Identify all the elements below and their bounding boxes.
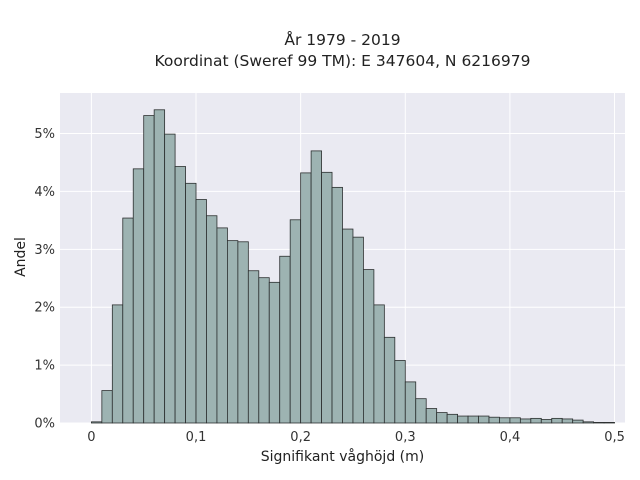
histogram-bar <box>363 269 375 424</box>
histogram-bar <box>373 304 385 424</box>
histogram-bar <box>530 417 542 424</box>
histogram-bar <box>122 217 134 424</box>
histogram-bar <box>111 304 124 424</box>
histogram-bar <box>237 241 249 424</box>
histogram-bar <box>540 419 553 424</box>
histogram-bar <box>509 417 521 424</box>
histogram-bar <box>478 415 490 424</box>
x-tick-label: 0,4 <box>500 430 521 445</box>
x-tick-label: 0,5 <box>604 430 625 445</box>
y-tick-label: 2% <box>34 301 55 316</box>
histogram-bar <box>258 277 270 424</box>
histogram-bar <box>227 240 239 424</box>
histogram-bar <box>446 413 458 424</box>
histogram-bar <box>321 171 333 424</box>
histogram-bar <box>153 109 166 424</box>
histogram-bar <box>404 381 417 424</box>
histogram-bar <box>247 270 260 424</box>
histogram-bar <box>582 421 595 424</box>
histogram-bar <box>436 412 448 424</box>
x-axis-label: Signifikant våghöjd (m) <box>261 448 424 465</box>
x-tick-label: 0,2 <box>290 430 311 445</box>
histogram-bar <box>593 422 605 424</box>
chart-subtitle: Koordinat (Sweref 99 TM): E 347604, N 62… <box>155 52 531 70</box>
histogram-bar <box>467 415 479 424</box>
histogram-bar <box>603 422 615 424</box>
histogram-bar <box>425 408 438 424</box>
histogram-bar <box>101 390 113 424</box>
y-axis-ticks: 0% 1% 2% 3% 4% 5% <box>34 127 55 431</box>
histogram-bar <box>268 281 281 424</box>
histogram-bar <box>415 398 427 424</box>
histogram-bar <box>572 419 584 424</box>
histogram-bar <box>132 168 145 424</box>
histogram-bar <box>499 417 511 424</box>
histogram-bar <box>300 172 312 424</box>
histogram-bar <box>561 418 574 424</box>
histogram-bar <box>206 215 218 424</box>
x-axis-ticks: 0 0,1 0,2 0,3 0,4 0,5 <box>87 430 625 445</box>
bars <box>90 109 615 424</box>
histogram-bar <box>457 415 469 424</box>
histogram-bar <box>310 150 322 424</box>
histogram-bar <box>394 360 406 424</box>
histogram-bar <box>488 416 500 424</box>
histogram-bar <box>174 166 186 424</box>
y-tick-label: 0% <box>34 417 55 432</box>
histogram-bar <box>342 228 354 424</box>
histogram-bar <box>331 186 343 424</box>
x-tick-label: 0,3 <box>395 430 416 445</box>
histogram-bar <box>185 182 197 424</box>
histogram-bar <box>143 115 155 424</box>
y-tick-label: 1% <box>34 359 55 374</box>
y-axis-label: Andel <box>13 237 29 277</box>
histogram-bar <box>90 421 103 424</box>
histogram-bar <box>164 133 176 424</box>
histogram-bar <box>352 236 364 424</box>
histogram-bar <box>383 336 396 424</box>
histogram-bar <box>551 417 563 424</box>
y-tick-label: 5% <box>34 127 55 142</box>
histogram-bar <box>216 227 228 424</box>
histogram-bar <box>279 255 291 424</box>
histogram-bar <box>519 418 532 424</box>
histogram-bar <box>195 199 207 424</box>
y-tick-label: 4% <box>34 185 55 200</box>
x-tick-label: 0,1 <box>186 430 207 445</box>
histogram-bar <box>289 219 302 424</box>
x-tick-label: 0 <box>87 430 95 445</box>
y-tick-label: 3% <box>34 243 55 258</box>
chart-title: År 1979 - 2019 <box>284 30 400 49</box>
